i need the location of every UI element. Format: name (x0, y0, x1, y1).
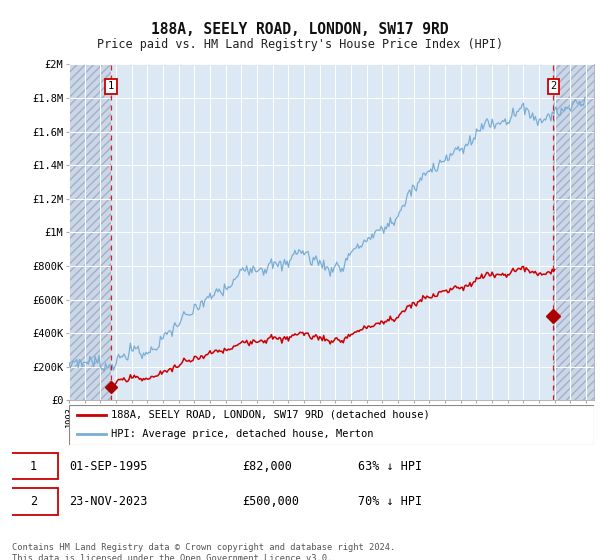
Text: 2: 2 (30, 495, 37, 508)
FancyBboxPatch shape (69, 405, 594, 445)
Text: Price paid vs. HM Land Registry's House Price Index (HPI): Price paid vs. HM Land Registry's House … (97, 38, 503, 51)
Text: 188A, SEELY ROAD, LONDON, SW17 9RD: 188A, SEELY ROAD, LONDON, SW17 9RD (151, 22, 449, 38)
Text: 63% ↓ HPI: 63% ↓ HPI (358, 460, 422, 473)
Bar (69, 64, 111, 400)
Text: 70% ↓ HPI: 70% ↓ HPI (358, 495, 422, 508)
Text: 23-NOV-2023: 23-NOV-2023 (70, 495, 148, 508)
Text: 188A, SEELY ROAD, LONDON, SW17 9RD (detached house): 188A, SEELY ROAD, LONDON, SW17 9RD (deta… (111, 410, 430, 420)
Text: 1: 1 (30, 460, 37, 473)
Text: HPI: Average price, detached house, Merton: HPI: Average price, detached house, Mert… (111, 429, 373, 439)
Text: 1: 1 (107, 81, 114, 91)
Bar (553, 64, 594, 400)
Text: £500,000: £500,000 (242, 495, 299, 508)
FancyBboxPatch shape (9, 488, 58, 515)
Text: 01-SEP-1995: 01-SEP-1995 (70, 460, 148, 473)
Text: Contains HM Land Registry data © Crown copyright and database right 2024.
This d: Contains HM Land Registry data © Crown c… (12, 543, 395, 560)
FancyBboxPatch shape (9, 453, 58, 479)
Text: 2: 2 (550, 81, 556, 91)
Text: £82,000: £82,000 (242, 460, 292, 473)
